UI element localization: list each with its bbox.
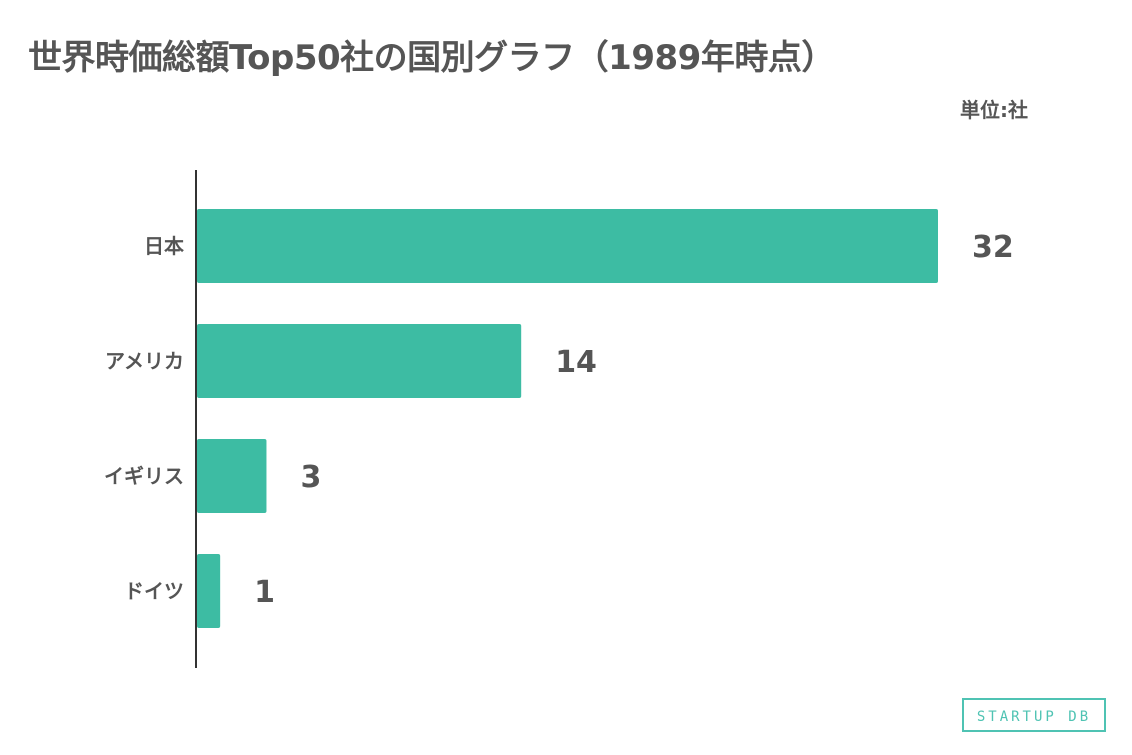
value-label: 1: [254, 575, 275, 610]
category-label: 日本: [144, 234, 184, 258]
value-label: 32: [972, 230, 1014, 265]
unit-label: 単位:社: [960, 98, 1028, 122]
bars-group: 日本 32 アメリカ 14 イギリス 3 ドイツ 1: [104, 209, 1014, 628]
bar: [197, 209, 938, 283]
logo-text: STARTUP DB: [977, 709, 1091, 725]
bar: [197, 554, 221, 628]
bar: [197, 324, 522, 398]
category-label: イギリス: [104, 464, 184, 488]
logo-frame: [962, 698, 1106, 732]
startup-db-logo: STARTUP DB: [962, 698, 1106, 732]
chart-title: 世界時価総額Top50社の国別グラフ（1989年時点）: [28, 38, 835, 78]
category-label: ドイツ: [124, 579, 184, 603]
value-label: 3: [300, 460, 321, 495]
bar: [197, 439, 267, 513]
category-label: アメリカ: [105, 349, 184, 373]
value-label: 14: [555, 345, 597, 380]
